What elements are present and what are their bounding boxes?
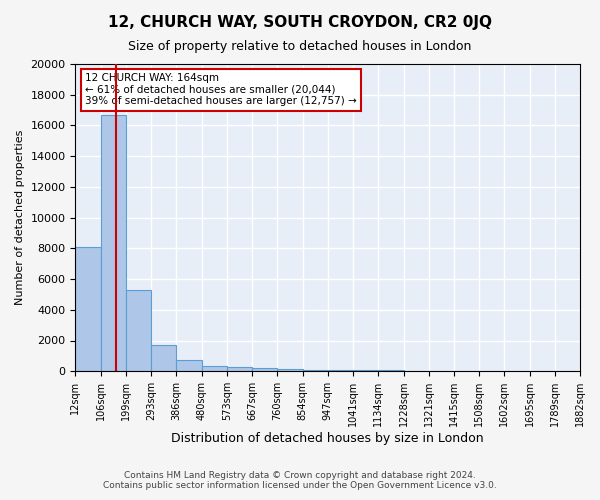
Bar	[404, 370, 428, 371]
Y-axis label: Number of detached properties: Number of detached properties	[15, 130, 25, 306]
Bar	[328, 370, 353, 371]
Bar	[302, 370, 328, 371]
Bar	[76, 247, 101, 371]
Bar	[378, 370, 404, 371]
Text: Size of property relative to detached houses in London: Size of property relative to detached ho…	[128, 40, 472, 53]
Text: Contains HM Land Registry data © Crown copyright and database right 2024.
Contai: Contains HM Land Registry data © Crown c…	[103, 470, 497, 490]
Bar	[176, 360, 202, 371]
Bar	[101, 114, 126, 371]
Bar	[202, 366, 227, 371]
Bar	[227, 367, 252, 371]
Text: 12 CHURCH WAY: 164sqm
← 61% of detached houses are smaller (20,044)
39% of semi-: 12 CHURCH WAY: 164sqm ← 61% of detached …	[85, 73, 357, 106]
Text: 12, CHURCH WAY, SOUTH CROYDON, CR2 0JQ: 12, CHURCH WAY, SOUTH CROYDON, CR2 0JQ	[108, 15, 492, 30]
Bar	[126, 290, 151, 371]
Bar	[353, 370, 378, 371]
Bar	[277, 369, 302, 371]
X-axis label: Distribution of detached houses by size in London: Distribution of detached houses by size …	[172, 432, 484, 445]
Bar	[151, 345, 176, 371]
Bar	[252, 368, 277, 371]
